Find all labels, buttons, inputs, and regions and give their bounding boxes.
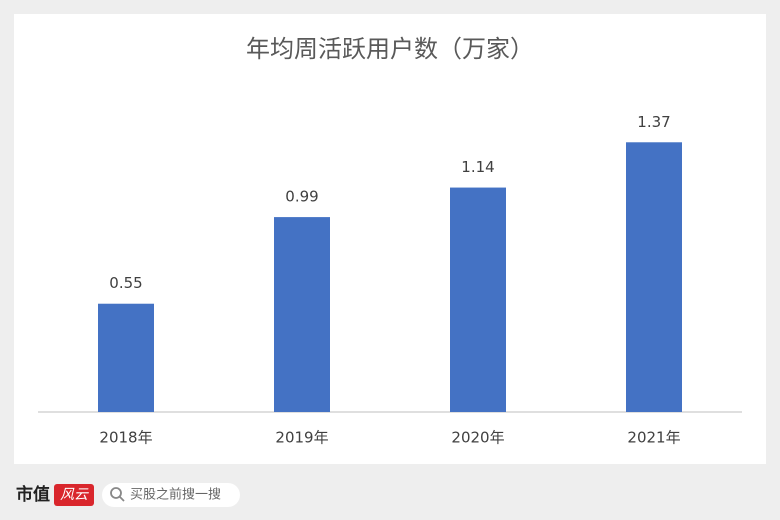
footer: 市值 风云 买股之前搜一搜 bbox=[16, 483, 240, 507]
bar bbox=[450, 187, 506, 412]
x-tick-label: 2019年 bbox=[275, 429, 328, 447]
x-tick-label: 2020年 bbox=[451, 429, 504, 447]
bar bbox=[274, 217, 330, 412]
search-icon bbox=[110, 487, 122, 499]
search-placeholder: 买股之前搜一搜 bbox=[130, 487, 221, 503]
x-tick-label: 2018年 bbox=[99, 429, 152, 447]
chart-title: 年均周活跃用户数（万家） bbox=[246, 35, 534, 63]
bar bbox=[98, 303, 154, 412]
brand-badge: 风云 bbox=[60, 487, 89, 503]
search-box[interactable] bbox=[102, 483, 240, 507]
data-label: 1.14 bbox=[461, 158, 494, 176]
brand-logo: 市值 bbox=[16, 484, 50, 505]
data-label: 0.99 bbox=[285, 188, 318, 206]
bar bbox=[626, 142, 682, 412]
data-label: 1.37 bbox=[637, 113, 670, 131]
x-tick-label: 2021年 bbox=[627, 429, 680, 447]
search-icon-handle bbox=[119, 496, 125, 502]
data-label: 0.55 bbox=[109, 274, 142, 292]
brand-badge-bg bbox=[54, 484, 94, 506]
